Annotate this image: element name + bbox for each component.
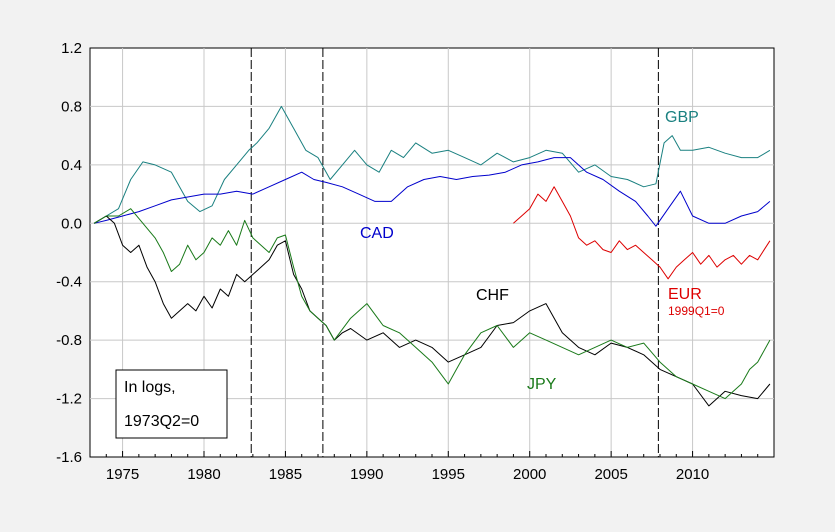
event-lines [250,48,659,457]
y-tick-label: 0.0 [61,215,82,232]
jpy-label: JPY [527,376,557,393]
series-line-eur [513,186,771,280]
y-tick-label: -0.4 [56,274,82,291]
y-tick-label: 1.2 [61,40,82,57]
gbp-label: GBP [665,109,699,126]
y-tick-label: 0.4 [61,157,82,174]
x-tick-label: 2010 [676,466,709,483]
y-tick-label: -1.2 [56,391,82,408]
series-lines [93,105,771,407]
x-axis: 1975 1980 1985 1990 1995 2000 2005 2010 [89,451,775,483]
x-tick-label: 1985 [269,466,302,483]
eur-label: EUR [668,286,702,303]
y-tick-label: 0.8 [61,98,82,115]
y-axis: 1.2 0.8 0.4 0.0 -0.4 -0.8 -1.2 -1.6 [56,40,82,466]
x-tick-label: 1980 [187,466,220,483]
note-box [115,369,228,439]
y-tick-label: -0.8 [56,332,82,349]
y-tick-label: -1.6 [56,449,82,466]
x-tick-label: 1990 [350,466,383,483]
note-line-1: In logs, [124,379,176,396]
series-line-jpy [93,208,771,400]
chf-label: CHF [476,287,509,304]
series-line-gbp [93,105,771,224]
note-line-2: 1973Q2=0 [124,413,199,430]
series-line-cad [93,157,771,227]
x-tick-label: 2000 [513,466,546,483]
x-tick-label: 1995 [432,466,465,483]
eur-note-label: 1999Q1=0 [668,304,725,318]
x-tick-label: 2005 [594,466,627,483]
cad-label: CAD [360,225,394,242]
x-tick-label: 1975 [106,466,139,483]
